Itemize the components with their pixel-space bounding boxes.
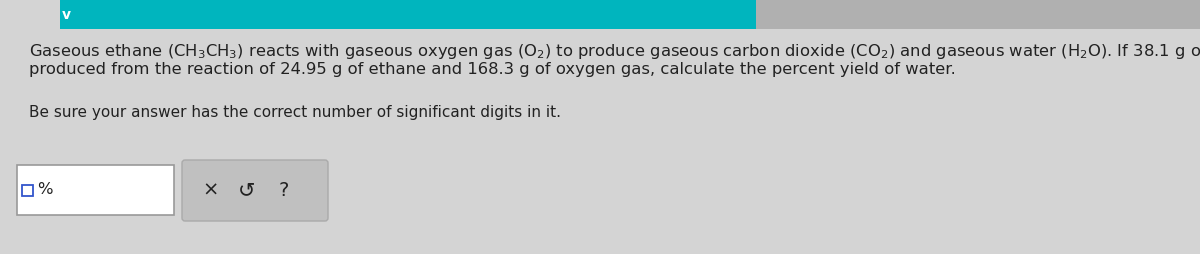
Text: produced from the reaction of 24.95 g of ethane and 168.3 g of oxygen gas, calcu: produced from the reaction of 24.95 g of…: [29, 62, 956, 77]
FancyBboxPatch shape: [17, 165, 174, 215]
Text: %: %: [37, 183, 53, 198]
Bar: [756, 0, 1200, 29]
Text: ×: ×: [202, 181, 218, 200]
Text: Gaseous ethane $\left(\mathrm{CH_3CH_3}\right)$ reacts with gaseous oxygen gas $: Gaseous ethane $\left(\mathrm{CH_3CH_3}\…: [29, 42, 1200, 61]
Bar: [60, 0, 756, 29]
Text: ?: ?: [278, 181, 289, 200]
Text: ↺: ↺: [239, 181, 256, 200]
FancyBboxPatch shape: [182, 160, 328, 221]
Text: Be sure your answer has the correct number of significant digits in it.: Be sure your answer has the correct numb…: [29, 105, 562, 120]
Text: v: v: [61, 8, 71, 22]
Bar: [22, 184, 34, 196]
